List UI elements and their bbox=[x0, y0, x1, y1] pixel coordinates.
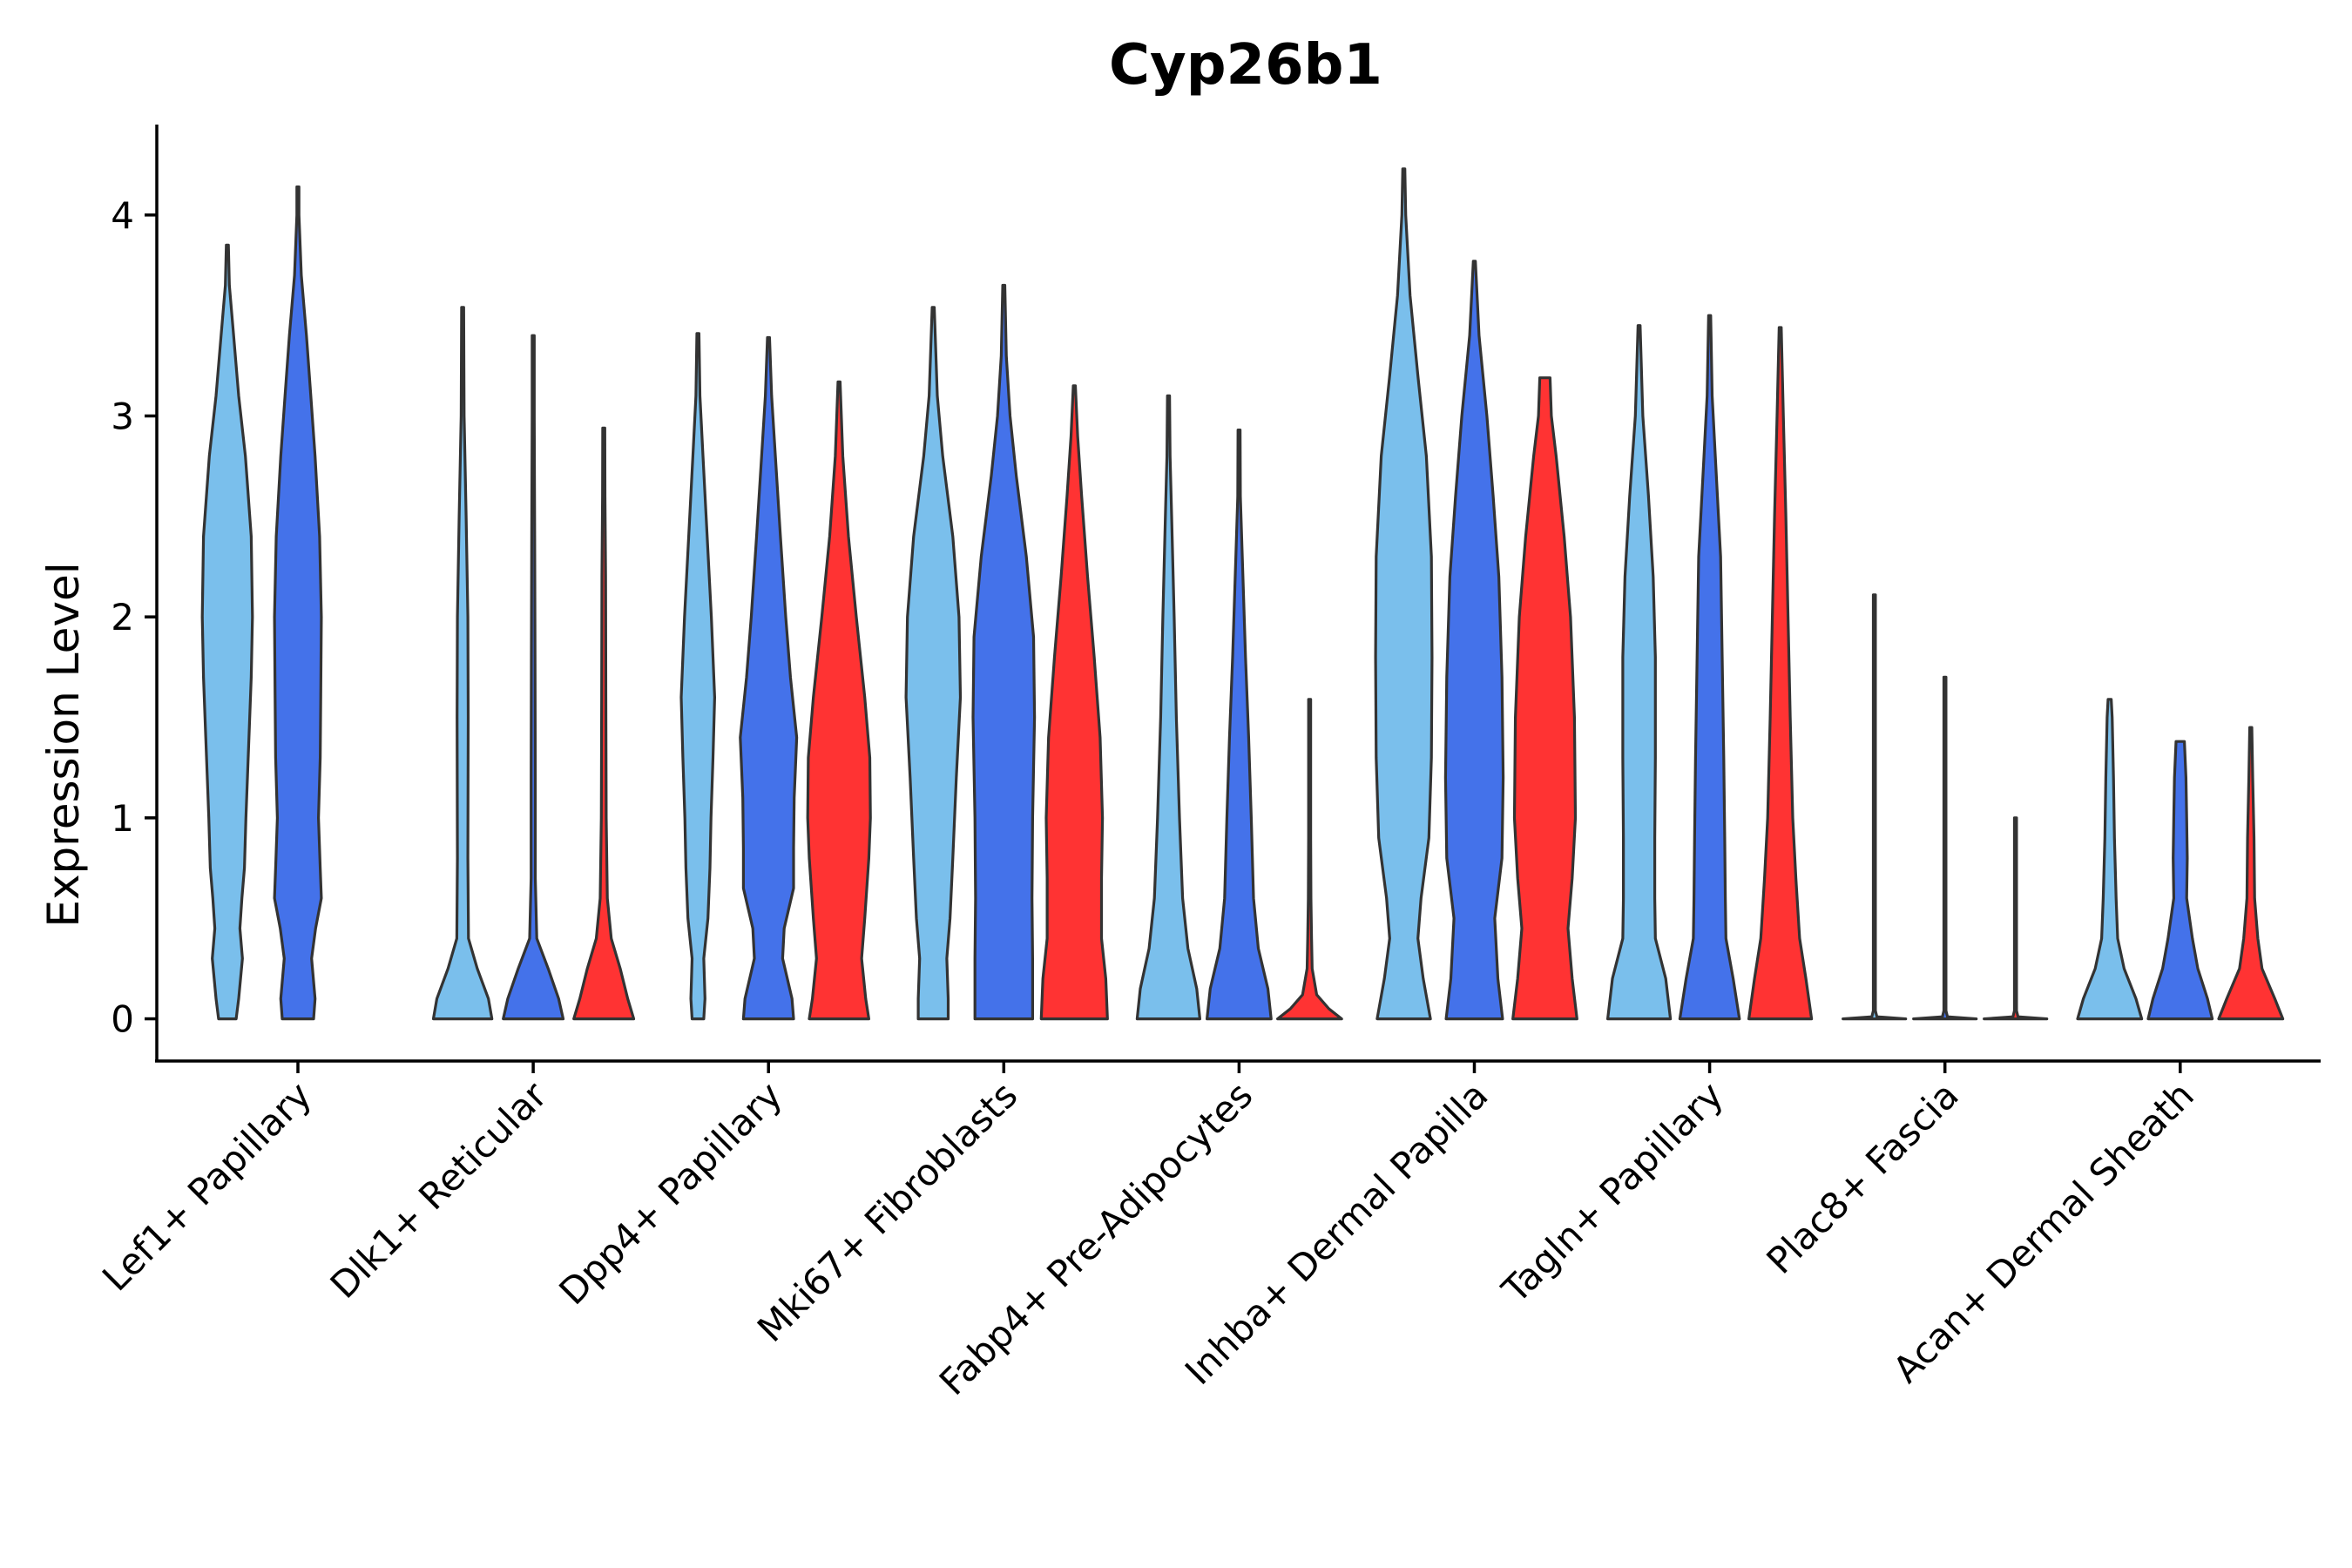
violin-3 bbox=[431, 306, 494, 1021]
violin-25 bbox=[2146, 740, 2214, 1021]
chart-title: Cyp26b1 bbox=[1109, 33, 1382, 98]
x-tick-label: Tagln+ Papillary bbox=[1493, 1073, 1731, 1311]
x-tick-label: Lef1+ Papillary bbox=[94, 1073, 320, 1299]
violin-10 bbox=[971, 283, 1037, 1021]
violin-14 bbox=[1276, 698, 1343, 1021]
x-tick-label: Plac8+ Fascia bbox=[1758, 1073, 1966, 1281]
x-tick-label: Dlk1+ Reticular bbox=[322, 1073, 556, 1307]
violins-layer bbox=[200, 167, 2285, 1021]
violin-7 bbox=[739, 335, 799, 1021]
violin-9 bbox=[904, 306, 963, 1021]
violin-11 bbox=[1039, 384, 1109, 1021]
violin-17 bbox=[1511, 376, 1578, 1021]
violin-13 bbox=[1206, 429, 1273, 1021]
violin-21 bbox=[1842, 593, 1908, 1021]
violin-1 bbox=[200, 243, 254, 1021]
violin-24 bbox=[2076, 698, 2144, 1021]
violin-4 bbox=[502, 334, 565, 1021]
y-tick-label: 2 bbox=[111, 596, 134, 639]
violin-23 bbox=[1983, 816, 2049, 1021]
y-tick-label: 4 bbox=[111, 194, 134, 237]
y-tick-label: 3 bbox=[111, 395, 134, 437]
violin-15 bbox=[1374, 167, 1434, 1021]
violin-8 bbox=[806, 380, 872, 1021]
violin-22 bbox=[1912, 675, 1978, 1021]
violin-18 bbox=[1606, 324, 1673, 1021]
y-tick-label: 0 bbox=[111, 998, 134, 1041]
violin-12 bbox=[1135, 394, 1201, 1021]
x-tick-label: Mki67+ Fibroblasts bbox=[749, 1073, 1025, 1349]
violin-16 bbox=[1443, 260, 1505, 1021]
violin-20 bbox=[1747, 326, 1814, 1021]
y-tick-label: 1 bbox=[111, 797, 134, 840]
x-tick-label: Dpp4+ Papillary bbox=[551, 1073, 790, 1313]
violin-19 bbox=[1678, 314, 1741, 1021]
violin-6 bbox=[679, 332, 716, 1021]
violin-26 bbox=[2217, 726, 2285, 1021]
y-ticks: 0 1 2 3 4 bbox=[111, 194, 157, 1041]
violin-2 bbox=[273, 185, 323, 1021]
y-axis-label: Expression Level bbox=[38, 562, 89, 927]
violin-5 bbox=[572, 426, 636, 1021]
